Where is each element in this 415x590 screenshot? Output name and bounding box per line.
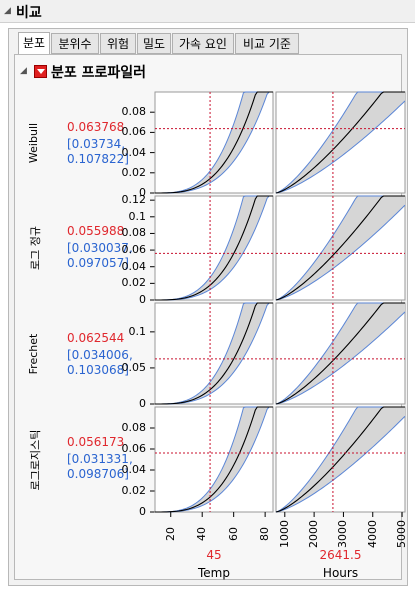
- current-x-value[interactable]: 45: [206, 548, 222, 562]
- y-tick-label: 0.04: [121, 463, 147, 476]
- row-label-0: Weibull: [27, 122, 40, 163]
- x-tick-label: 80: [258, 527, 272, 541]
- confidence-band: [155, 92, 273, 193]
- profile-curve: [154, 406, 273, 513]
- profile-curve: [275, 302, 405, 405]
- x-axis-label: Temp: [198, 566, 230, 580]
- profile-curve: [154, 91, 273, 194]
- profile-curve: [154, 195, 273, 301]
- current-x-value[interactable]: 2641.5: [319, 548, 362, 562]
- row-label-2: Frechet: [27, 333, 40, 374]
- tab-quantile[interactable]: 분위수: [51, 33, 99, 54]
- profile-curve: [275, 406, 405, 513]
- profile-curve: [154, 302, 273, 405]
- x-tick-label: 5000: [395, 520, 409, 548]
- profile-curve: [275, 91, 405, 194]
- row-ci-low: [0.03734,: [67, 137, 126, 151]
- y-tick-label: 0.04: [121, 145, 147, 159]
- collapse-icon[interactable]: ◢: [4, 6, 11, 16]
- row-label-1: 로그 정규: [29, 226, 42, 270]
- confidence-band: [276, 407, 405, 512]
- y-tick-label: 0.06: [121, 125, 147, 139]
- tab-density[interactable]: 밀도: [137, 33, 171, 54]
- row-value: 0.055988: [67, 224, 125, 238]
- y-tick-label: 0.1: [128, 324, 147, 338]
- row-value: 0.056173: [67, 435, 125, 449]
- confidence-band: [155, 196, 273, 300]
- y-tick-label: 0: [139, 397, 146, 410]
- tab-acceleration-factor[interactable]: 가속 요인: [172, 33, 234, 54]
- red-triangle-menu-button[interactable]: [34, 65, 47, 78]
- y-tick-label: 0: [139, 293, 146, 306]
- row-ci-high: 0.107822]: [67, 152, 129, 166]
- confidence-band: [276, 92, 405, 193]
- row-ci-low: [0.031331,: [67, 452, 133, 466]
- ci-lower-line: [275, 100, 406, 194]
- y-tick-label: 0.02: [121, 484, 147, 497]
- row-ci-low: [0.034006,: [67, 348, 133, 362]
- y-tick-label: 0.02: [121, 165, 147, 179]
- profile-curve: [275, 195, 405, 301]
- y-tick-label: 0.1: [128, 209, 147, 223]
- y-tick-label: 0.06: [121, 243, 147, 257]
- tab-distribution[interactable]: 분포: [18, 32, 50, 55]
- y-tick-label: 0: [139, 186, 146, 199]
- row-ci-low: [0.030037,: [67, 241, 133, 255]
- row-value: 0.063768: [67, 120, 125, 134]
- row-ci-high: 0.103068]: [67, 363, 129, 377]
- collapse-icon[interactable]: ◢: [20, 66, 27, 76]
- x-tick-label: 20: [163, 527, 177, 541]
- ci-lower-line: [275, 311, 406, 405]
- tab-hazard[interactable]: 위험: [100, 33, 136, 54]
- ci-lower-line: [275, 415, 406, 513]
- x-axis-label: Hours: [322, 566, 359, 580]
- profiler-title: 분포 프로파일러: [51, 65, 147, 81]
- y-tick-label: 0: [139, 505, 146, 518]
- x-tick-label: 1000: [277, 520, 291, 548]
- confidence-band: [276, 303, 405, 404]
- y-tick-label: 0.08: [121, 226, 147, 240]
- row-ci-high: 0.097057]: [67, 256, 129, 270]
- report-header: ◢ 비교: [0, 0, 415, 23]
- y-tick-label: 0.04: [121, 259, 147, 273]
- y-tick-label: 0.08: [121, 105, 147, 119]
- row-value: 0.062544: [67, 331, 125, 345]
- y-tick-label: 0.02: [121, 276, 147, 290]
- confidence-band: [276, 196, 405, 300]
- ci-lower-line: [275, 204, 406, 301]
- y-tick-label: 0.12: [121, 193, 147, 207]
- y-tick-label: 0.08: [121, 421, 147, 434]
- tab-comparison-basis[interactable]: 비교 기준: [235, 33, 299, 54]
- y-tick-label: 0.06: [121, 442, 147, 455]
- confidence-band: [155, 303, 273, 404]
- row-label-3: 로그로지스틱: [29, 429, 42, 490]
- y-tick-label: 0.05: [121, 360, 147, 374]
- confidence-band: [155, 407, 273, 512]
- report-title: 비교: [16, 5, 42, 21]
- row-ci-high: 0.098706]: [67, 467, 129, 481]
